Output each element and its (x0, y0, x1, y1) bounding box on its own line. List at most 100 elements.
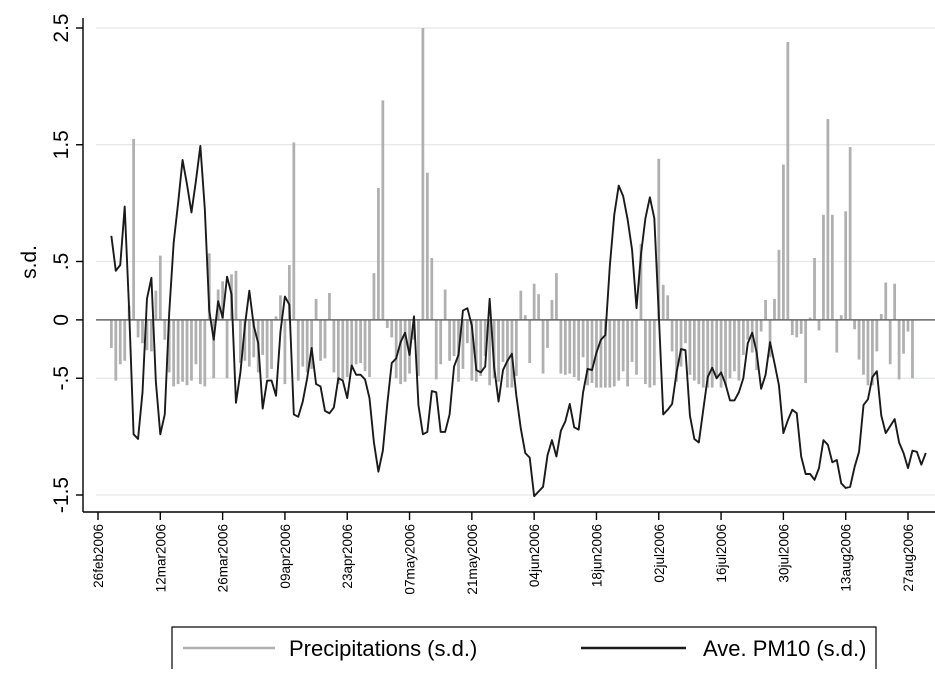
precip-bar (586, 319, 589, 386)
precip-bar (243, 319, 247, 361)
precip-bar (830, 214, 834, 320)
precip-bar (417, 319, 420, 376)
precip-bar (839, 315, 843, 320)
precip-bar (724, 319, 727, 386)
precipitation-bars (109, 28, 914, 388)
precip-bar (363, 319, 367, 372)
precip-bar (621, 319, 625, 372)
precip-bar (270, 319, 273, 369)
precip-bar (782, 164, 785, 320)
precip-bar (902, 319, 905, 354)
precip-bar (114, 319, 118, 381)
precip-bar (875, 319, 879, 352)
precip-bar (350, 319, 354, 371)
precip-bar (145, 319, 149, 351)
precip-bar (434, 319, 438, 380)
precip-bar (866, 319, 870, 386)
precip-bar (817, 319, 821, 331)
precip-bar (764, 300, 767, 320)
precip-bar (185, 319, 189, 386)
precip-bar (474, 319, 478, 382)
precip-bar (167, 319, 171, 373)
precip-bar (648, 319, 652, 388)
precip-bar (537, 294, 540, 320)
precip-bar (546, 319, 549, 348)
precip-bar (234, 270, 238, 320)
precip-bar (719, 319, 723, 388)
precip-bar (310, 319, 314, 369)
axes (82, 18, 935, 513)
precip-bar (804, 319, 808, 383)
y-axis-title: s.d. (18, 245, 41, 279)
precip-bar (247, 319, 251, 367)
precip-bar (661, 284, 665, 320)
precip-bar (777, 249, 781, 320)
precip-bar (773, 298, 776, 320)
precip-bar (261, 319, 265, 355)
precip-bar (715, 319, 719, 378)
precip-bar (550, 300, 554, 320)
precip-bar (639, 243, 643, 320)
x-tick-label: 16jul2006 (714, 524, 729, 583)
precip-bar (163, 319, 167, 340)
precip-bar (314, 298, 318, 320)
precip-bar (176, 319, 180, 385)
precip-bar (198, 319, 202, 385)
x-tick-label: 04jun2006 (527, 524, 542, 587)
precip-bar (506, 319, 509, 388)
precip-bar (599, 319, 603, 388)
legend-label-pm10: Ave. PM10 (s.d.) (703, 636, 866, 661)
legend-box (171, 626, 877, 672)
precip-bar (492, 319, 496, 379)
precip-bar (123, 319, 127, 361)
precip-bar (728, 319, 732, 379)
precip-bar (519, 290, 523, 320)
precip-bar (630, 319, 634, 362)
precip-bar (572, 319, 576, 378)
precip-bar (118, 319, 122, 365)
precip-bar (532, 283, 536, 320)
precip-bar (768, 319, 772, 358)
precip-bar (421, 28, 425, 320)
precip-bar (332, 319, 336, 373)
precip-bar (109, 319, 113, 348)
precip-bar (354, 319, 358, 365)
precip-bar (221, 281, 224, 320)
precip-bar (279, 295, 282, 320)
precip-bar (670, 319, 674, 352)
precip-bar (336, 319, 340, 385)
precip-bar (150, 319, 153, 352)
precip-bar (888, 319, 892, 365)
precip-bar (657, 158, 661, 320)
precip-bar (871, 319, 874, 386)
precip-bar (555, 273, 558, 320)
precip-bar (385, 319, 389, 329)
x-tick-label: 12mar2006 (153, 524, 168, 592)
precip-bar (212, 319, 216, 379)
precip-bar (862, 319, 865, 375)
precip-bar (737, 319, 741, 381)
precip-bar (608, 319, 612, 388)
precip-bar (466, 319, 469, 344)
precip-bar (790, 319, 794, 336)
precip-bar (808, 317, 812, 320)
precip-bar (390, 319, 394, 338)
precip-bar (158, 255, 162, 320)
precip-bar (452, 319, 456, 357)
x-tick-label: 07may2006 (403, 524, 418, 595)
precip-bar (652, 319, 656, 386)
x-tick-label: 26feb2006 (91, 524, 106, 588)
precip-bar (479, 319, 483, 376)
gridlines (96, 27, 935, 496)
precip-bar (617, 319, 621, 381)
precip-bar (577, 319, 581, 381)
precip-bar (799, 319, 803, 334)
precip-bar (172, 319, 176, 387)
y-tick-label: 2.5 (50, 13, 73, 42)
precip-bar (439, 319, 443, 365)
precip-bar (701, 319, 705, 388)
precip-bar (470, 319, 474, 381)
precip-bar (697, 319, 701, 385)
